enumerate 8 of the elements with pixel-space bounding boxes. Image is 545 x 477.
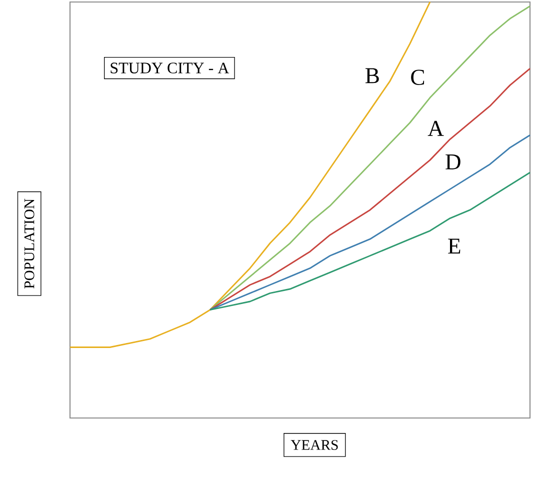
x-axis-title: YEARS bbox=[290, 440, 338, 450]
series-label: B bbox=[365, 68, 379, 84]
series-label: D bbox=[446, 154, 460, 170]
series-label: A bbox=[428, 120, 444, 136]
series-label: C bbox=[411, 70, 424, 85]
y-axis-title: POPULATION bbox=[24, 198, 34, 288]
text: STUDY CITY - A bbox=[110, 62, 230, 74]
series-label: E bbox=[448, 238, 460, 254]
